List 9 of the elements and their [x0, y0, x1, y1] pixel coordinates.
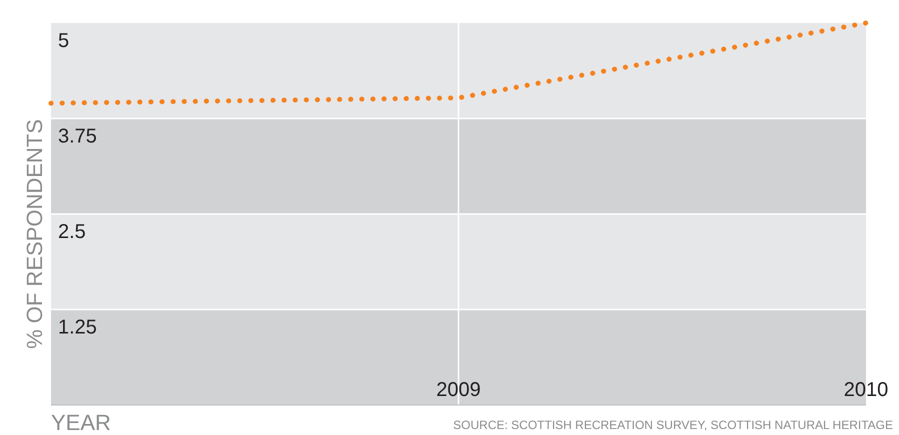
source-note: SOURCE: SCOTTISH RECREATION SURVEY, SCOTTISH NATURAL HERITAGE [453, 418, 893, 432]
x-tick-label: 2009 [436, 379, 481, 401]
y-tick-label: 2.5 [58, 221, 86, 243]
y-tick-label: 3.75 [58, 126, 97, 148]
x-tick-label: 2010 [844, 379, 888, 401]
y-axis-title: % OF RESPONDENTS [22, 119, 47, 349]
y-tick-label: 1.25 [58, 316, 97, 338]
y-tick-label: 5 [58, 30, 70, 52]
x-axis-title: YEAR [51, 410, 111, 435]
